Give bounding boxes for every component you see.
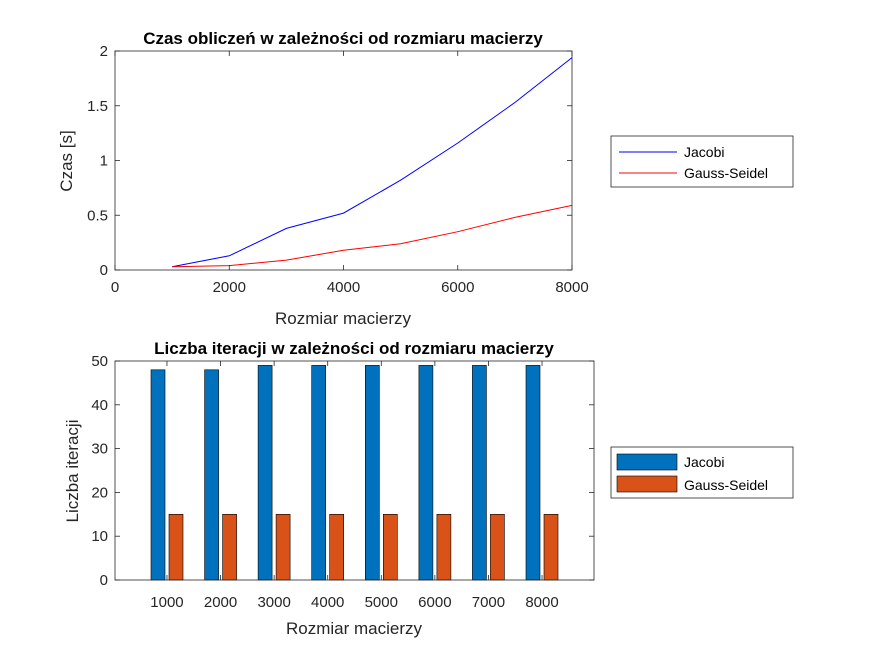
y-tick-label: 40 bbox=[91, 397, 108, 414]
legend-gauss-seidel-bar-label: Gauss-Seidel bbox=[684, 477, 768, 493]
time-plot-area bbox=[115, 51, 572, 270]
bar-gauss-seidel-8000 bbox=[543, 513, 559, 581]
time-x-ticks: 0 2000 4000 6000 8000 bbox=[111, 51, 589, 296]
x-tick-label: 6000 bbox=[418, 594, 451, 611]
iterations-plot-frame bbox=[114, 360, 595, 581]
iterations-bars-group bbox=[150, 365, 559, 581]
time-x-axis-label: Rozmiar macierzy bbox=[275, 309, 412, 328]
time-chart: Czas obliczeń w zależności od rozmiaru m… bbox=[57, 29, 794, 328]
y-tick-label: 50 bbox=[91, 353, 108, 370]
series-line-jacobi bbox=[172, 57, 573, 268]
bar-jacobi-3000 bbox=[257, 365, 273, 581]
bar-gauss-seidel-6000 bbox=[436, 513, 452, 581]
iterations-chart: Liczba iteracji w zależności od rozmiaru… bbox=[63, 339, 794, 638]
y-tick-label: 1 bbox=[100, 153, 108, 170]
legend-jacobi-bar-swatch bbox=[616, 453, 678, 471]
time-chart-title: Czas obliczeń w zależności od rozmiaru m… bbox=[143, 29, 543, 48]
bar-gauss-seidel-4000 bbox=[329, 513, 345, 581]
y-tick-label: 0 bbox=[100, 572, 108, 589]
legend-gauss-seidel-bar-swatch bbox=[616, 475, 678, 493]
bar-jacobi-7000 bbox=[472, 365, 487, 581]
time-series-group bbox=[172, 57, 573, 268]
x-tick-label: 8000 bbox=[525, 594, 558, 611]
bar-jacobi-1000 bbox=[150, 369, 166, 581]
bar-jacobi-4000 bbox=[311, 365, 327, 581]
y-tick-label: 0.5 bbox=[87, 207, 108, 224]
x-tick-label: 1000 bbox=[150, 594, 183, 611]
x-tick-label: 7000 bbox=[472, 594, 505, 611]
bar-gauss-seidel-3000 bbox=[275, 513, 291, 581]
bar-jacobi-5000 bbox=[364, 365, 380, 581]
x-tick-label: 4000 bbox=[327, 279, 360, 296]
time-y-ticks: 0 0.5 1 1.5 2 bbox=[87, 43, 572, 279]
bar-gauss-seidel-7000 bbox=[490, 513, 505, 581]
iterations-y-axis-label: Liczba iteracji bbox=[63, 420, 82, 523]
x-tick-label: 2000 bbox=[213, 279, 246, 296]
time-legend: Jacobi Gauss-Seidel bbox=[610, 135, 794, 188]
iterations-plot-area bbox=[115, 361, 594, 580]
x-tick-label: 3000 bbox=[257, 594, 290, 611]
bar-jacobi-2000 bbox=[204, 369, 219, 581]
iterations-y-ticks: 0 10 20 30 40 50 bbox=[91, 353, 594, 589]
series-line-gauss-seidel bbox=[172, 204, 573, 268]
time-y-axis-label: Czas [s] bbox=[57, 130, 76, 191]
legend-gauss-seidel-label: Gauss-Seidel bbox=[684, 165, 768, 181]
y-tick-label: 10 bbox=[91, 528, 108, 545]
iterations-chart-title: Liczba iteracji w zależności od rozmiaru… bbox=[154, 339, 554, 358]
legend-jacobi-label: Jacobi bbox=[684, 144, 724, 160]
y-tick-label: 30 bbox=[91, 441, 108, 458]
x-tick-label: 8000 bbox=[555, 279, 588, 296]
y-tick-label: 1.5 bbox=[87, 98, 108, 115]
iterations-legend: Jacobi Gauss-Seidel bbox=[610, 446, 794, 499]
x-tick-label: 0 bbox=[111, 279, 119, 296]
time-legend-box bbox=[610, 135, 794, 188]
bar-jacobi-6000 bbox=[418, 365, 434, 581]
iterations-x-ticks: 1000 2000 3000 4000 5000 6000 7000 8000 bbox=[150, 361, 559, 611]
bar-gauss-seidel-1000 bbox=[168, 513, 184, 581]
bar-gauss-seidel-2000 bbox=[222, 513, 237, 581]
x-tick-label: 5000 bbox=[365, 594, 398, 611]
bar-gauss-seidel-5000 bbox=[382, 513, 398, 581]
bar-jacobi-8000 bbox=[525, 365, 541, 581]
iterations-x-axis-label: Rozmiar macierzy bbox=[286, 619, 423, 638]
y-tick-label: 0 bbox=[100, 262, 108, 279]
x-tick-label: 4000 bbox=[311, 594, 344, 611]
y-tick-label: 2 bbox=[100, 43, 108, 60]
x-tick-label: 2000 bbox=[204, 594, 237, 611]
legend-jacobi-bar-label: Jacobi bbox=[684, 454, 724, 470]
x-tick-label: 6000 bbox=[441, 279, 474, 296]
y-tick-label: 20 bbox=[91, 484, 108, 501]
